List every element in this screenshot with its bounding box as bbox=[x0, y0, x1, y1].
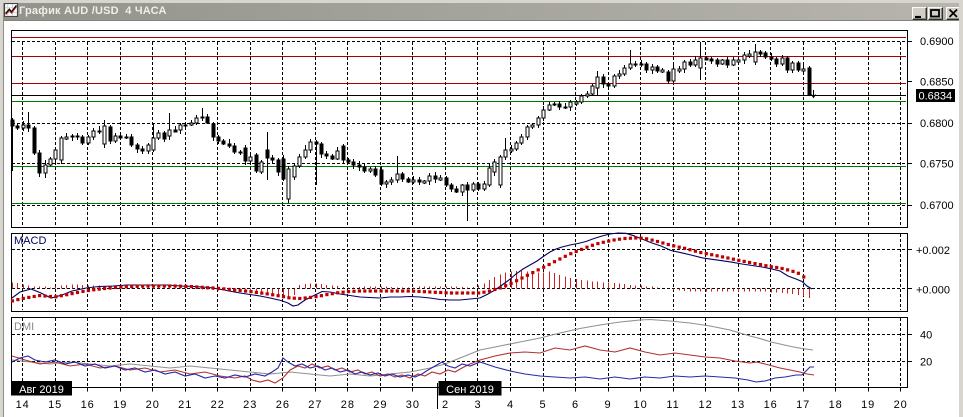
svg-text:0.6700: 0.6700 bbox=[920, 200, 954, 212]
svg-text:17: 17 bbox=[796, 399, 810, 411]
svg-text:11: 11 bbox=[666, 399, 679, 411]
svg-text:19: 19 bbox=[861, 399, 875, 411]
svg-text:9: 9 bbox=[605, 399, 612, 411]
svg-text:29: 29 bbox=[373, 399, 387, 411]
svg-text:6: 6 bbox=[572, 399, 579, 411]
svg-text:0.6800: 0.6800 bbox=[920, 118, 954, 130]
svg-text:16: 16 bbox=[81, 399, 95, 411]
svg-text:30: 30 bbox=[406, 399, 420, 411]
svg-text:20: 20 bbox=[894, 399, 908, 411]
svg-text:0.6750: 0.6750 bbox=[920, 159, 954, 171]
svg-text:Сен 2019: Сен 2019 bbox=[446, 384, 494, 396]
svg-text:27: 27 bbox=[308, 399, 322, 411]
svg-text:19: 19 bbox=[113, 399, 127, 411]
svg-text:20: 20 bbox=[146, 399, 160, 411]
svg-text:MACD: MACD bbox=[14, 235, 46, 247]
svg-text:0.6900: 0.6900 bbox=[920, 36, 954, 48]
svg-text:22: 22 bbox=[211, 399, 225, 411]
svg-text:12: 12 bbox=[698, 399, 712, 411]
svg-text:21: 21 bbox=[178, 399, 192, 411]
svg-text:15: 15 bbox=[48, 399, 62, 411]
svg-text:Авг 2019: Авг 2019 bbox=[19, 384, 64, 396]
svg-text:0.6850: 0.6850 bbox=[920, 77, 954, 89]
svg-text:28: 28 bbox=[341, 399, 355, 411]
svg-text:40: 40 bbox=[920, 330, 932, 342]
svg-text:16: 16 bbox=[764, 399, 778, 411]
svg-text:23: 23 bbox=[243, 399, 257, 411]
svg-text:14: 14 bbox=[16, 399, 30, 411]
svg-text:5: 5 bbox=[539, 399, 546, 411]
svg-text:4: 4 bbox=[507, 399, 514, 411]
svg-text:+0.002: +0.002 bbox=[916, 245, 950, 257]
svg-text:3: 3 bbox=[474, 399, 481, 411]
svg-text:13: 13 bbox=[731, 399, 745, 411]
svg-text:26: 26 bbox=[276, 399, 290, 411]
svg-text:18: 18 bbox=[829, 399, 843, 411]
svg-text:10: 10 bbox=[633, 399, 647, 411]
svg-text:2: 2 bbox=[442, 399, 449, 411]
svg-text:0.6834: 0.6834 bbox=[919, 91, 953, 103]
svg-text:20: 20 bbox=[920, 357, 932, 369]
svg-text:DMI: DMI bbox=[14, 321, 34, 333]
svg-text:+0.000: +0.000 bbox=[916, 285, 950, 297]
